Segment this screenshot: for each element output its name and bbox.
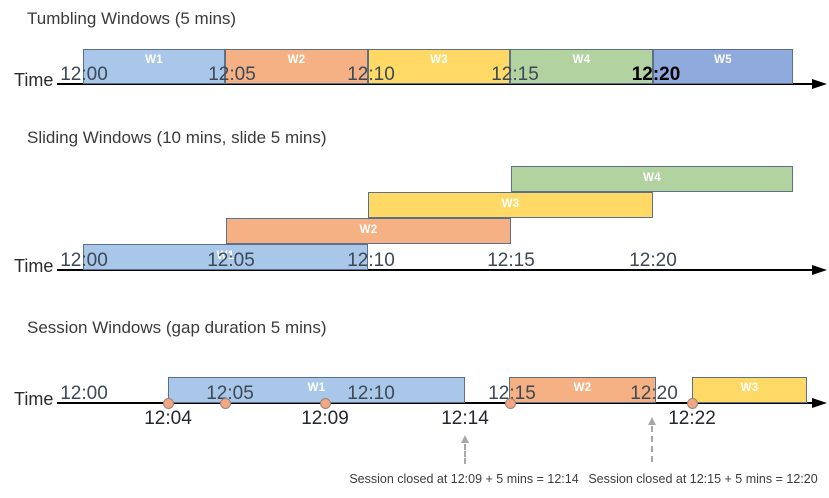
tick-label: 12:00 xyxy=(60,383,108,404)
tick-label: 12:10 xyxy=(347,383,395,404)
timeline-arrowhead-icon xyxy=(812,264,827,275)
tick-label: 12:20 xyxy=(629,250,677,271)
event-time-label: 12:04 xyxy=(144,408,192,429)
event-dot xyxy=(686,397,698,409)
window-box-w3: W3 xyxy=(692,377,807,403)
window-box-w2: W2 xyxy=(225,49,368,84)
tick-label: 12:05 xyxy=(206,383,254,404)
time-axis-label: Time xyxy=(14,256,54,276)
tick-label: 12:20 xyxy=(630,383,678,404)
window-box-w1: W1 xyxy=(83,49,225,84)
window-box-w1: W1 xyxy=(168,377,465,403)
window-label: W2 xyxy=(359,224,378,236)
tick-label: 12:15 xyxy=(488,383,536,404)
callout-dashed-line xyxy=(464,444,466,464)
time-axis-label: Time xyxy=(14,389,54,409)
tick-label: 12:00 xyxy=(60,64,108,85)
window-box-w3: W3 xyxy=(368,49,510,84)
callout-text: Session closed at 12:09 + 5 mins = 12:14 xyxy=(349,472,579,486)
section-title: Tumbling Windows (5 mins) xyxy=(27,9,237,28)
window-box-w2: W2 xyxy=(226,218,511,244)
window-label: W4 xyxy=(572,54,591,66)
event-time-label: 12:09 xyxy=(301,408,349,429)
window-label: W4 xyxy=(643,172,661,184)
event-time-label: 12:14 xyxy=(441,408,489,429)
callout-up-arrow-icon xyxy=(460,435,469,443)
window-label: W2 xyxy=(287,54,306,66)
window-label: W1 xyxy=(145,54,163,66)
section-title: Sliding Windows (10 mins, slide 5 mins) xyxy=(27,128,327,147)
tick-label: 12:15 xyxy=(491,64,539,85)
window-box-w1: W1 xyxy=(83,244,368,270)
window-box-w4: W4 xyxy=(510,49,653,84)
timeline xyxy=(57,402,812,404)
tick-label: 12:00 xyxy=(60,250,108,271)
window-label: W2 xyxy=(573,382,592,394)
callout-text: Session closed at 12:15 + 5 mins = 12:20 xyxy=(588,472,818,486)
tick-label: 12:10 xyxy=(347,250,395,271)
event-dot xyxy=(219,397,231,409)
tick-label: 12:05 xyxy=(207,250,255,271)
window-label: W3 xyxy=(740,382,759,394)
callout-up-arrow-icon xyxy=(647,417,656,425)
tick-label: 12:05 xyxy=(208,64,256,85)
timeline-arrowhead-icon xyxy=(812,397,827,408)
section-title: Session Windows (gap duration 5 mins) xyxy=(27,318,327,337)
tick-label: 12:15 xyxy=(487,250,535,271)
time-axis-label: Time xyxy=(14,70,54,90)
tick-label: 12:20 xyxy=(631,64,681,85)
timeline-arrowhead-icon xyxy=(812,78,827,89)
window-label: W3 xyxy=(430,54,448,66)
window-label: W1 xyxy=(216,250,235,262)
window-box-w4: W4 xyxy=(511,166,793,192)
event-dot xyxy=(504,397,516,409)
window-box-w2: W2 xyxy=(509,377,656,403)
window-label: W1 xyxy=(307,382,326,394)
callout-dashed-line xyxy=(651,426,653,462)
window-label: W5 xyxy=(714,54,732,66)
event-time-label: 12:22 xyxy=(668,408,716,429)
window-box-w5: W5 xyxy=(653,49,793,84)
window-label: W3 xyxy=(501,198,520,210)
window-box-w3: W3 xyxy=(368,192,653,218)
event-dot xyxy=(162,397,174,409)
timeline xyxy=(57,83,812,85)
event-dot xyxy=(319,397,331,409)
timeline xyxy=(57,269,812,271)
tick-label: 12:10 xyxy=(347,64,395,85)
